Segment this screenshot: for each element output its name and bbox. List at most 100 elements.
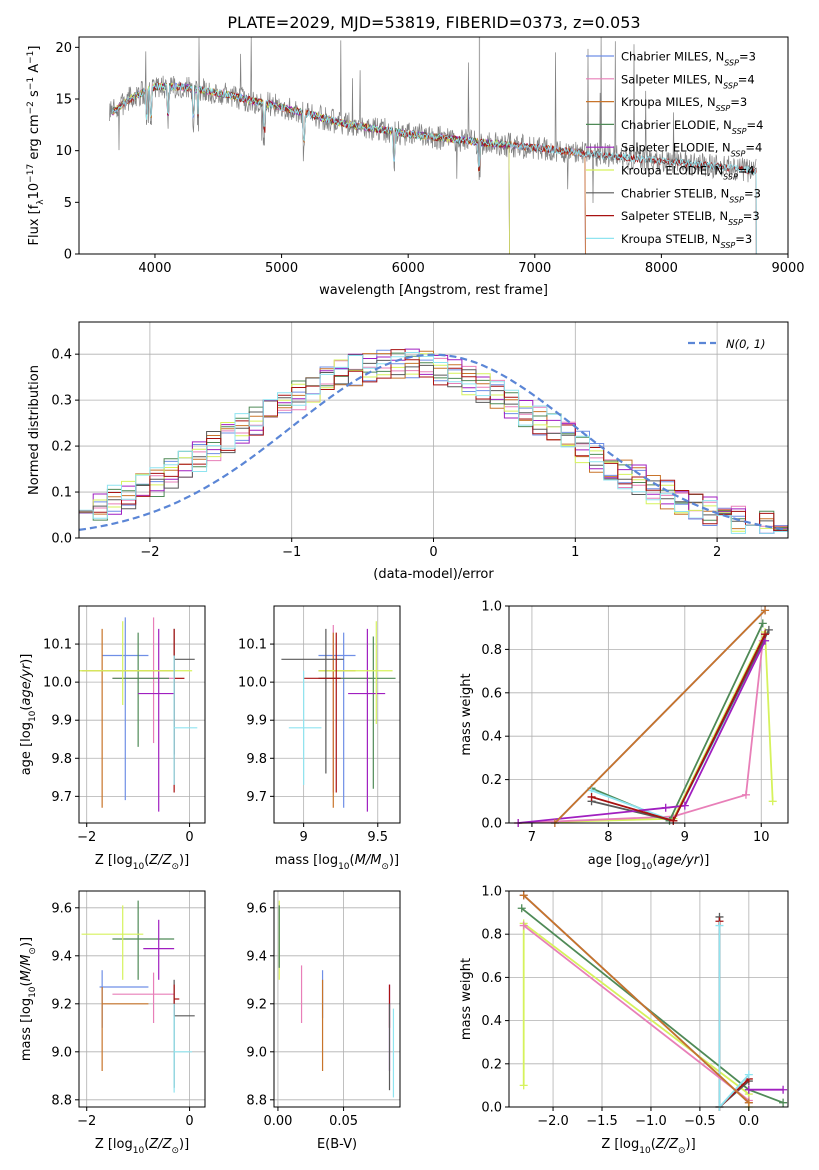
age_weight-line-salpeter-miles [518, 640, 764, 824]
residuals-xtick-label: −1 [282, 545, 301, 560]
age_weight-line-salpeter-stelib [591, 633, 766, 822]
residual-hist-kroupa-stelib [79, 352, 788, 534]
ebv_mass-ytick-label: 9.2 [246, 997, 267, 1012]
residuals-ytick-label: 0.2 [51, 440, 72, 455]
legend-label-gauss: N(0, 1) [726, 337, 766, 351]
age_weight-marker-salpeter-miles [741, 790, 750, 799]
age_weight-ytick-label: 0.6 [481, 686, 502, 701]
residuals-xtick-label: 0 [429, 545, 437, 560]
age_weight-line-kroupa-elodie [518, 631, 774, 824]
z_age-ylabel: age [log10(age/yr)] [19, 654, 38, 776]
z_weight-marker-salpeter-miles [519, 921, 528, 930]
z_weight-xtick-label: −1.5 [586, 1114, 618, 1129]
z_weight-xtick-label: 0.0 [738, 1114, 759, 1129]
ebv_mass-ytick-label: 9.4 [246, 949, 267, 964]
spectrum-model-salpeter-elodie [111, 82, 510, 254]
legend-label-chabrier-elodie: Chabrier ELODIE, NSSP=4 [621, 118, 763, 136]
spectrum-model-salpeter-miles [111, 81, 586, 254]
spectrum-model-kroupa-stelib [111, 82, 757, 254]
age_weight-ytick-label: 0.2 [481, 773, 502, 788]
z_age-xlabel: Z [log10(Z/Z⊙)] [95, 853, 189, 872]
mass_age-ytick-label: 9.8 [246, 752, 267, 767]
z_age-ytick-label: 9.7 [51, 790, 72, 805]
mass_age-frame [273, 605, 401, 824]
ebv_mass-ytick-label: 8.8 [246, 1093, 267, 1108]
z_weight-marker-chabrier-elodie [517, 904, 526, 913]
age_weight-xtick-label: 10 [753, 830, 770, 845]
z_mass-xlabel: Z [log10(Z/Z⊙)] [95, 1137, 189, 1156]
residuals-xtick-label: −2 [140, 545, 159, 560]
z_weight-marker-kroupa-stelib [744, 1070, 753, 1079]
z_weight-ytick-label: 1.0 [481, 885, 502, 900]
spectrum-model-kroupa-elodie [111, 82, 510, 254]
z_age-ytick-label: 9.8 [51, 752, 72, 767]
spectrum-xtick-label: 6000 [392, 261, 425, 276]
ebv_mass-xlabel: E(B-V) [317, 1137, 357, 1152]
age_weight-ylabel: mass weight [459, 673, 474, 755]
residuals-ytick-label: 0.0 [51, 532, 72, 547]
z_weight-ylabel: mass weight [459, 958, 474, 1040]
mass_age-xlabel: mass [log10(M/M⊙)] [275, 853, 399, 872]
age_weight-line-chabrier-elodie [591, 623, 764, 822]
z_age-ytick-label: 9.9 [51, 714, 72, 729]
z_weight-marker-salpeter-elodie [744, 1085, 753, 1094]
ebv_mass-xtick-label: 0.05 [329, 1114, 358, 1129]
z_age-ytick-label: 10.1 [43, 638, 72, 653]
z_age-ytick-label: 10.0 [43, 676, 72, 691]
z_weight-ytick-label: 0.0 [481, 1101, 502, 1116]
age_weight-line-kroupa-miles [554, 609, 766, 824]
spectrum-xlabel: wavelength [Angstrom, rest frame] [319, 283, 548, 298]
z_age-xtick-label: 0 [185, 830, 193, 845]
z_weight-marker-kroupa-miles [519, 891, 528, 900]
residuals-ytick-label: 0.4 [51, 348, 72, 363]
residuals-ytick-label: 0.1 [51, 486, 72, 501]
age_weight-marker-salpeter-stelib [587, 792, 596, 801]
legend-label-salpeter-miles: Salpeter MILES, NSSP=4 [621, 72, 755, 90]
spectrum-ytick-label: 0 [64, 248, 72, 263]
z_mass-panel: −2 0 8.8 9.0 9.2 9.4 9.6 Z [log10(Z/Z⊙)] mass [l… [19, 890, 206, 1156]
age_weight-line-kroupa-stelib [591, 640, 766, 822]
z_age-frame [78, 605, 206, 824]
spectrum-xtick-label: 9000 [771, 261, 804, 276]
age_weight-xtick-label: 7 [528, 830, 536, 845]
z_weight-xlabel: Z [log10(Z/Z⊙)] [601, 1137, 695, 1156]
residual-hist-salpeter-stelib [79, 349, 788, 532]
z_weight-marker-chabrier-elodie [779, 1098, 788, 1107]
age_weight-ytick-label: 1.0 [481, 600, 502, 615]
figure-title: PLATE=2029, MJD=53819, FIBERID=0373, z=0… [227, 13, 640, 32]
z_weight-panel: −2.0 −1.5 −1.0 −0.5 0.0 0.0 0.2 0.4 0.6 0.8 1.0 Z [… [459, 885, 789, 1156]
age_weight-marker-chabrier-stelib [764, 625, 773, 634]
age_weight-marker-salpeter-stelib [761, 630, 770, 639]
age_weight-line-salpeter-elodie [518, 640, 766, 824]
z_weight-ytick-label: 0.6 [481, 971, 502, 986]
z_weight-line-salpeter-miles [523, 924, 750, 1102]
mass_age-ytick-label: 9.9 [246, 714, 267, 729]
residuals-ylabel: Normed distribution [27, 365, 42, 495]
spectrum-frame [78, 36, 789, 255]
mass_age-ytick-label: 10.1 [238, 638, 267, 653]
legend-label-kroupa-stelib: Kroupa STELIB, NSSP=3 [621, 232, 752, 250]
spectrum-ylabel: Flux [fλ10−17 erg cm−2 s−1 A−1] [26, 46, 46, 246]
age_weight-marker-salpeter-elodie [680, 801, 689, 810]
z_age-xtick-label: −2 [77, 830, 96, 845]
age_weight-xlabel: age [log10(age/yr)] [588, 853, 710, 872]
residuals-xlabel: (data-model)/error [373, 567, 494, 582]
age_weight-xtick-label: 9 [681, 830, 689, 845]
age_weight-frame [508, 605, 789, 824]
spectrum-model-chabrier-elodie [111, 82, 510, 254]
spectrum-panel: 4000 5000 6000 7000 8000 9000 0 5 10 15 20 waveleng… [26, 36, 805, 298]
spectrum-ytick-label: 20 [55, 41, 72, 56]
age_weight-ytick-label: 0.0 [481, 817, 502, 832]
z_weight-marker-kroupa-miles [744, 1098, 753, 1107]
age_weight-panel: 7 8 9 10 0.0 0.2 0.4 0.6 0.8 1.0 age [log10(age/yr… [459, 600, 789, 872]
z_weight-xtick-label: −1.0 [635, 1114, 667, 1129]
legend-label-chabrier-stelib: Chabrier STELIB, NSSP=3 [621, 186, 761, 204]
residual-gauss-curve [78, 353, 789, 531]
legend-label-kroupa-elodie: Kroupa ELODIE, NSSP=4 [621, 164, 755, 182]
z_weight-frame [508, 890, 789, 1108]
age_weight-ytick-label: 0.8 [481, 643, 502, 658]
z_weight-xtick-label: −0.5 [684, 1114, 716, 1129]
residuals-ytick-label: 0.3 [51, 394, 72, 409]
z_mass-frame [78, 890, 206, 1108]
